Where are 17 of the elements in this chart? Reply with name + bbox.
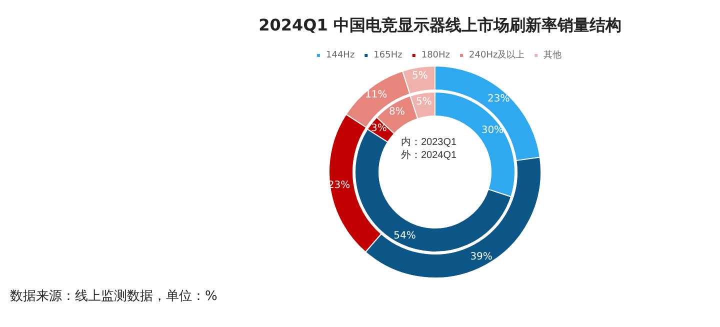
source-note: 数据来源：线上监测数据，单位：% bbox=[10, 289, 218, 304]
text: 内：2023Q1 外：2024Q1 bbox=[401, 136, 458, 161]
data-label: 5% bbox=[416, 96, 432, 108]
chart-title: 2024Q1 中国电竞显示器线上市场刷新率销量结构 bbox=[258, 16, 622, 34]
data-label: 11% bbox=[364, 89, 388, 100]
data-label: 54% bbox=[394, 230, 416, 242]
legend-label: 180Hz bbox=[421, 50, 450, 60]
legend-label: 其他 bbox=[544, 50, 562, 60]
data-label: 23% bbox=[488, 93, 510, 104]
legend-label: 165Hz bbox=[374, 50, 403, 60]
data-label: 8% bbox=[389, 106, 405, 118]
data-label: 39% bbox=[470, 252, 492, 263]
legend-label: 144Hz bbox=[326, 50, 355, 60]
data-label: 30% bbox=[481, 124, 504, 136]
legend-label: 240Hz及以上 bbox=[469, 50, 525, 60]
data-label: 3% bbox=[370, 122, 387, 134]
data-label: 5% bbox=[412, 70, 428, 82]
